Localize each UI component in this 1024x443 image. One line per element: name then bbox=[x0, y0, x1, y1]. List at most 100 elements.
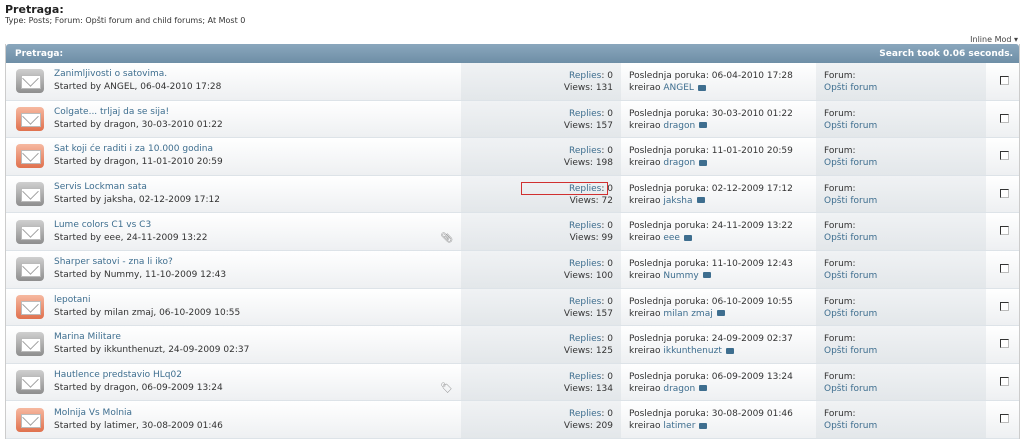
forum-link[interactable]: Opšti forum bbox=[824, 233, 878, 244]
views-label: Views bbox=[563, 346, 590, 357]
thread-title-link[interactable]: Hautlence predstavio HLq02 bbox=[54, 370, 182, 381]
views-count: : 72 bbox=[595, 195, 613, 206]
last-post-label: Poslednja poruka bbox=[629, 146, 706, 157]
last-post-label: Poslednja poruka bbox=[629, 183, 706, 194]
table-row: Hautlence predstavio HLq02 Started by dr… bbox=[6, 363, 1019, 402]
go-to-last-post-icon[interactable] bbox=[699, 422, 708, 429]
forum-link[interactable]: Opšti forum bbox=[824, 83, 878, 93]
last-post-date: : 30-03-2010 01:22 bbox=[705, 108, 793, 119]
replies-link[interactable]: Replies bbox=[569, 221, 602, 232]
select-checkbox[interactable] bbox=[1000, 301, 1009, 311]
replies-link[interactable]: Replies bbox=[569, 258, 602, 269]
select-checkbox[interactable] bbox=[1000, 188, 1009, 198]
go-to-last-post-icon[interactable] bbox=[699, 122, 708, 129]
thread-title-link[interactable]: Colgate... trljaj da se sija! bbox=[54, 106, 170, 117]
replies-link[interactable]: Replies bbox=[569, 108, 602, 119]
last-post-date: : 24-09-2009 02:37 bbox=[705, 334, 793, 345]
thread-envelope-icon bbox=[16, 144, 44, 169]
forum-label: Forum: bbox=[824, 258, 856, 269]
thread-starter: Started by eee, 24-11-2009 13:22 bbox=[54, 232, 208, 243]
replies-count: : 0 bbox=[601, 296, 613, 307]
thread-title-link[interactable]: lepotani bbox=[54, 294, 91, 305]
last-poster-link[interactable]: dragon bbox=[663, 158, 696, 169]
forum-link[interactable]: Opšti forum bbox=[824, 120, 878, 131]
last-poster-link[interactable]: Nummy bbox=[663, 270, 699, 281]
thread-starter: Started by latimer, 30-08-2009 01:46 bbox=[54, 420, 223, 431]
thread-title-link[interactable]: Zanimljivosti o satovima. bbox=[54, 69, 168, 80]
select-checkbox[interactable] bbox=[1000, 263, 1009, 273]
replies-link[interactable]: Replies bbox=[569, 183, 602, 194]
thread-title-link[interactable]: Sat koji će raditi i za 10.000 godina bbox=[54, 144, 214, 155]
replies-link[interactable]: Replies bbox=[569, 334, 602, 345]
replies-count: : 0 bbox=[601, 71, 613, 81]
select-checkbox[interactable] bbox=[1000, 76, 1009, 85]
last-poster-link[interactable]: milan zmaj bbox=[663, 308, 713, 319]
thread-starter: Started by ikkunthenuzt, 24-09-2009 02:3… bbox=[54, 345, 250, 356]
forum-link[interactable]: Opšti forum bbox=[824, 308, 878, 319]
select-checkbox[interactable] bbox=[1000, 151, 1009, 161]
forum-link[interactable]: Opšti forum bbox=[824, 270, 878, 281]
replies-link[interactable]: Replies bbox=[569, 409, 602, 420]
select-checkbox[interactable] bbox=[1000, 376, 1009, 386]
last-poster-link[interactable]: ikkunthenuzt bbox=[663, 346, 722, 357]
last-poster-link[interactable]: eee bbox=[663, 233, 680, 244]
by-label: kreirao bbox=[629, 270, 661, 281]
forum-label: Forum: bbox=[824, 108, 856, 119]
replies-link[interactable]: Replies bbox=[569, 71, 602, 81]
views-label: Views bbox=[563, 120, 590, 131]
inline-mod-menu[interactable]: Inline Mod ▾ bbox=[970, 35, 1018, 44]
forum-label: Forum: bbox=[824, 221, 856, 232]
thread-title-link[interactable]: Marina Militare bbox=[54, 332, 121, 343]
replies-link[interactable]: Replies bbox=[569, 146, 602, 157]
views-label: Views bbox=[563, 383, 590, 394]
select-checkbox[interactable] bbox=[1000, 113, 1009, 123]
last-poster-link[interactable]: ANGEL bbox=[663, 83, 694, 93]
replies-link[interactable]: Replies bbox=[569, 296, 602, 307]
go-to-last-post-icon[interactable] bbox=[716, 310, 725, 317]
by-label: kreirao bbox=[629, 120, 661, 131]
forum-label: Forum: bbox=[824, 71, 856, 81]
select-checkbox[interactable] bbox=[1000, 226, 1009, 236]
go-to-last-post-icon[interactable] bbox=[683, 234, 692, 241]
last-poster-link[interactable]: latimer bbox=[663, 421, 696, 432]
go-to-last-post-icon[interactable] bbox=[696, 197, 705, 204]
forum-link[interactable]: Opšti forum bbox=[824, 346, 878, 357]
thread-envelope-icon bbox=[16, 332, 44, 357]
select-checkbox[interactable] bbox=[1000, 414, 1009, 424]
thread-title-link[interactable]: Servis Lockman sata bbox=[54, 182, 147, 193]
thread-envelope-icon bbox=[16, 182, 44, 207]
views-count: : 131 bbox=[589, 83, 613, 93]
forum-label: Forum: bbox=[824, 334, 856, 345]
thread-title-link[interactable]: Sharper satovi - zna li iko? bbox=[54, 257, 173, 268]
replies-link[interactable]: Replies bbox=[569, 371, 602, 382]
forum-label: Forum: bbox=[824, 183, 856, 194]
forum-link[interactable]: Opšti forum bbox=[824, 383, 878, 394]
thread-title-link[interactable]: Molnija Vs Molnia bbox=[54, 407, 133, 418]
go-to-last-post-icon[interactable] bbox=[699, 385, 708, 392]
forum-link[interactable]: Opšti forum bbox=[824, 158, 878, 169]
table-row: Marina Militare Started by ikkunthenuzt,… bbox=[6, 326, 1019, 364]
go-to-last-post-icon[interactable] bbox=[697, 84, 706, 91]
thread-envelope-icon bbox=[16, 257, 44, 282]
select-checkbox[interactable] bbox=[1000, 339, 1009, 349]
last-post-label: Poslednja poruka bbox=[629, 371, 706, 382]
table-row: Zanimljivosti o satovima. Started by ANG… bbox=[6, 63, 1019, 101]
go-to-last-post-icon[interactable] bbox=[699, 159, 708, 166]
search-criteria: Type: Posts; Forum: Opšti forum and chil… bbox=[5, 16, 246, 25]
last-post-date: : 11-01-2010 20:59 bbox=[705, 146, 793, 157]
last-poster-link[interactable]: dragon bbox=[663, 120, 696, 131]
views-count: : 100 bbox=[589, 270, 613, 281]
thread-starter: Started by dragon, 06-09-2009 13:24 bbox=[54, 383, 223, 394]
go-to-last-post-icon[interactable] bbox=[725, 347, 734, 354]
search-time: Search took 0.06 seconds. bbox=[879, 48, 1013, 59]
forum-link[interactable]: Opšti forum bbox=[824, 421, 878, 432]
thread-envelope-icon bbox=[16, 407, 44, 432]
views-label: Views bbox=[569, 233, 596, 244]
by-label: kreirao bbox=[629, 233, 661, 244]
forum-link[interactable]: Opšti forum bbox=[824, 195, 878, 206]
thread-title-link[interactable]: Lume colors C1 vs C3 bbox=[54, 219, 152, 230]
go-to-last-post-icon[interactable] bbox=[702, 272, 711, 279]
thread-starter: Started by dragon, 30-03-2010 01:22 bbox=[54, 119, 223, 130]
last-poster-link[interactable]: jaksha bbox=[663, 195, 693, 206]
last-poster-link[interactable]: dragon bbox=[663, 383, 696, 394]
